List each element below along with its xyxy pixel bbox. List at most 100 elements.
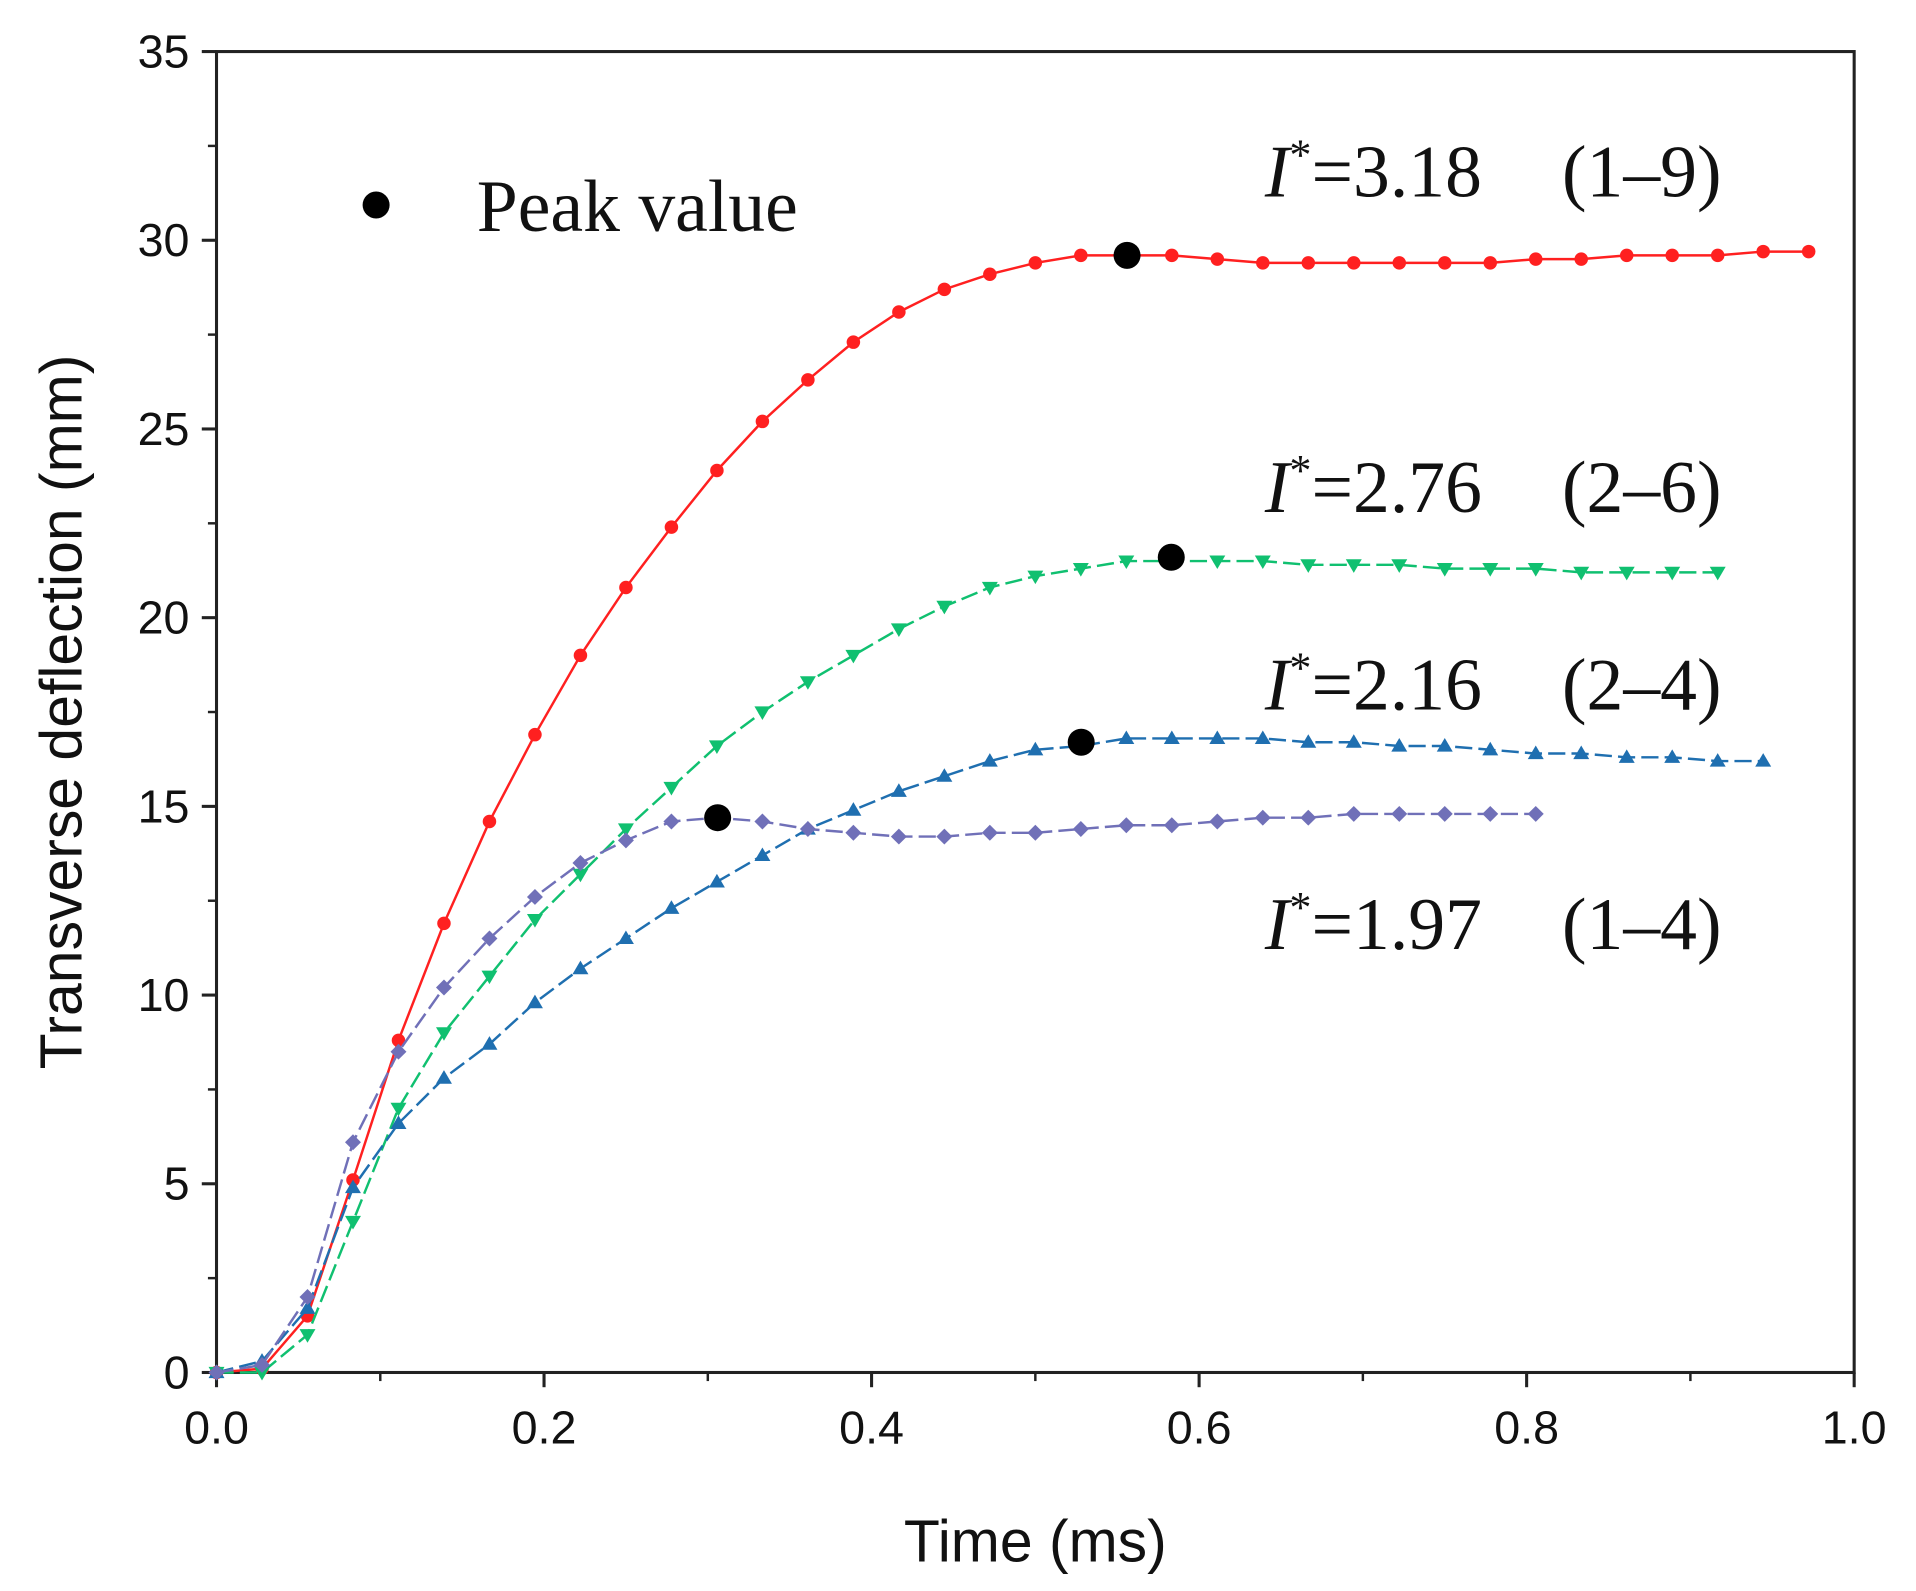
annotation-value: =1.97 — [1312, 883, 1482, 965]
annotation-symbol: I — [1264, 644, 1293, 726]
data-point — [1209, 813, 1226, 830]
x-tick-label: 0.6 — [1167, 1402, 1232, 1454]
peak-marker — [704, 804, 732, 832]
data-point — [663, 813, 680, 830]
data-point — [890, 623, 907, 637]
data-point — [617, 823, 634, 837]
data-point — [1527, 563, 1544, 577]
data-point — [708, 740, 725, 754]
data-point — [710, 463, 724, 478]
data-point — [755, 414, 770, 429]
data-point — [1482, 741, 1499, 756]
data-point — [572, 868, 589, 883]
annotation-sup: * — [1289, 130, 1311, 179]
annotation-value: =2.16 — [1312, 644, 1482, 726]
data-point — [573, 648, 588, 663]
data-point — [1710, 248, 1725, 263]
y-tick-label: 15 — [138, 780, 190, 832]
x-tick-label: 0.2 — [512, 1402, 577, 1454]
data-point — [890, 783, 907, 797]
data-point — [254, 1366, 270, 1381]
data-point — [390, 1102, 407, 1117]
data-point — [526, 994, 543, 1009]
data-point — [1163, 730, 1180, 745]
series-1 — [208, 543, 1726, 1381]
data-point — [1755, 753, 1772, 767]
series-2 — [208, 728, 1772, 1379]
peak-marker — [1113, 241, 1141, 269]
series-0 — [209, 241, 1816, 1380]
annotation-sup: * — [1289, 644, 1311, 693]
data-point — [1482, 805, 1499, 822]
data-point — [981, 581, 998, 596]
data-point — [435, 1070, 452, 1084]
x-tick-label: 0.4 — [839, 1402, 904, 1454]
data-point — [1438, 256, 1452, 270]
data-point — [1391, 738, 1408, 752]
data-point — [1028, 256, 1043, 270]
data-point — [1618, 566, 1635, 581]
data-point — [845, 649, 862, 664]
data-point — [345, 1179, 361, 1194]
data-point — [1347, 256, 1361, 270]
data-point — [1527, 745, 1544, 760]
data-point — [391, 1033, 406, 1048]
data-point — [1118, 555, 1135, 570]
data-point — [663, 781, 680, 796]
data-point — [1573, 745, 1590, 760]
data-point — [1118, 730, 1135, 745]
data-point — [936, 768, 953, 782]
data-point — [1345, 805, 1362, 822]
series-line — [216, 737, 1764, 1374]
y-tick-label: 10 — [138, 969, 190, 1021]
data-point — [1118, 817, 1135, 834]
y-axis-label: Transverse deflection (mm) — [29, 355, 94, 1070]
data-point — [1391, 805, 1408, 822]
data-point — [1074, 248, 1088, 263]
data-point — [981, 824, 998, 841]
annotation-group-label: (2–4) — [1562, 644, 1722, 726]
annotation-group-label: (1–4) — [1562, 883, 1722, 965]
series-annotation: I*=2.16 — [1264, 644, 1482, 726]
data-point — [1436, 805, 1453, 822]
data-point — [1209, 730, 1226, 745]
data-point — [617, 930, 634, 945]
data-point — [845, 802, 862, 816]
peak-marker — [1157, 543, 1185, 571]
series-line — [216, 812, 1536, 1374]
data-point — [1163, 817, 1180, 834]
data-point — [1254, 809, 1271, 826]
data-point — [846, 335, 861, 349]
data-point — [1801, 244, 1816, 259]
data-point — [1665, 248, 1679, 263]
data-point — [482, 814, 497, 829]
data-point — [936, 828, 953, 845]
data-point — [663, 900, 680, 914]
x-tick-label: 1.0 — [1822, 1402, 1887, 1454]
data-point — [1709, 566, 1726, 581]
data-point — [1209, 555, 1226, 570]
data-point — [1210, 252, 1225, 266]
data-point — [1254, 730, 1271, 745]
data-point — [1165, 248, 1179, 263]
data-point — [1301, 256, 1316, 270]
data-point — [799, 676, 816, 690]
data-point — [1300, 559, 1317, 573]
data-point — [1756, 244, 1770, 259]
data-point — [1483, 256, 1498, 270]
data-point — [936, 600, 953, 615]
data-point — [664, 520, 679, 534]
data-point — [1072, 821, 1089, 837]
data-point — [890, 828, 907, 845]
series-line — [216, 559, 1718, 1374]
data-point — [1709, 753, 1726, 767]
data-point — [983, 267, 997, 281]
annotation-sup: * — [1289, 446, 1311, 495]
data-point — [1345, 734, 1362, 748]
data-point — [1300, 809, 1317, 826]
data-point — [437, 916, 451, 931]
data-point — [937, 282, 952, 297]
data-point — [1664, 749, 1681, 763]
y-tick-label: 25 — [138, 403, 190, 455]
